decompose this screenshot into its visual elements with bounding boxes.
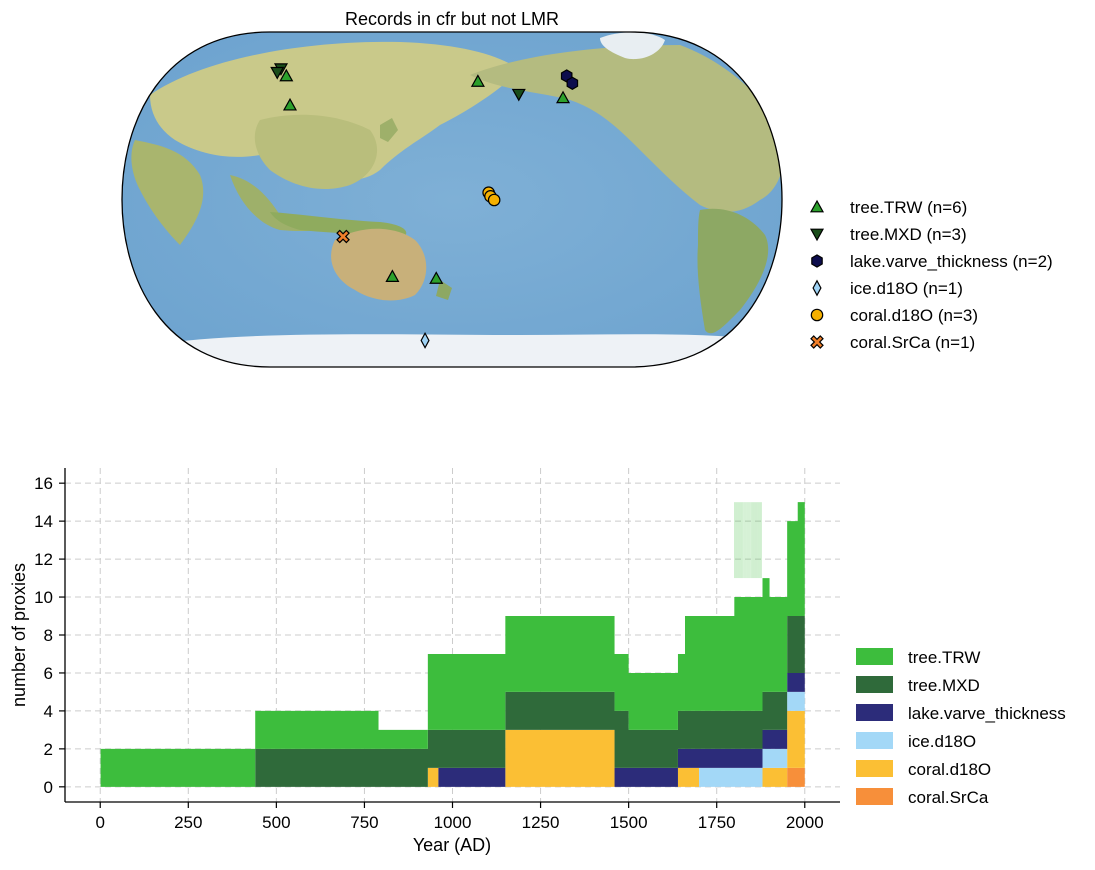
x-tick-label: 2000 bbox=[786, 813, 824, 832]
map-marker-tree-TRW bbox=[470, 74, 485, 87]
chart-legend-label: tree.TRW bbox=[908, 648, 980, 667]
legend-marker-coral-SrCa bbox=[810, 335, 824, 349]
proxy-count-chart: 0 250 500 750 1000 1250 1500 1750 2000 0 2 4 6 8 10 12 1… bbox=[9, 468, 840, 855]
y-tick-label: 6 bbox=[44, 664, 53, 683]
y-tick-label: 0 bbox=[44, 778, 53, 797]
world-map bbox=[121, 31, 783, 368]
legend-marker-ice-d18O bbox=[812, 279, 822, 297]
landmass-australia bbox=[331, 228, 427, 301]
area-coral-SrCa bbox=[787, 767, 805, 787]
map-marker-lake-varve_thickness bbox=[566, 76, 579, 90]
x-tick-label: 500 bbox=[262, 813, 290, 832]
x-tick-label: 1000 bbox=[434, 813, 472, 832]
map-marker-tree-TRW bbox=[429, 271, 444, 284]
chart-legend: tree.TRW tree.MXD lake.varve_thickness ice.… bbox=[856, 648, 1066, 807]
chart-areas bbox=[100, 502, 805, 787]
legend-swatch-coral-d18O bbox=[856, 760, 893, 777]
y-tick-label: 16 bbox=[34, 474, 53, 493]
x-tick-label: 750 bbox=[350, 813, 378, 832]
y-tick-label: 10 bbox=[34, 588, 53, 607]
landmass-china bbox=[254, 114, 378, 190]
landmass-new-zealand bbox=[436, 280, 452, 300]
map-legend-label: coral.d18O (n=3) bbox=[850, 306, 978, 325]
map-marker-tree-TRW bbox=[282, 97, 298, 111]
map-legend-label: coral.SrCa (n=1) bbox=[850, 333, 975, 352]
landmass-south-america bbox=[697, 208, 769, 334]
landmass-india bbox=[131, 140, 204, 245]
x-axis-label: Year (AD) bbox=[413, 835, 491, 855]
map-marker-ice-d18O bbox=[420, 331, 430, 349]
chart-legend-label: tree.MXD bbox=[908, 676, 980, 695]
legend-marker-coral-d18O bbox=[810, 308, 824, 322]
chart-legend-label: coral.d18O bbox=[908, 760, 991, 779]
map-marker-coral-d18O bbox=[487, 193, 501, 207]
area-lake-varve-thickness bbox=[438, 672, 805, 787]
x-tick-label: 250 bbox=[174, 813, 202, 832]
landmass-japan bbox=[380, 118, 398, 142]
chart-axes: 0 250 500 750 1000 1250 1500 1750 2000 0 2 4 6 8 10 12 1… bbox=[34, 468, 840, 832]
legend-swatch-coral-SrCa bbox=[856, 788, 893, 805]
map-legend-label: tree.TRW (n=6) bbox=[850, 198, 967, 217]
legend-swatch-tree-TRW bbox=[856, 648, 893, 665]
legend-marker-tree-TRW bbox=[809, 199, 825, 213]
map-marker-tree-TRW bbox=[279, 68, 294, 82]
y-tick-label: 14 bbox=[34, 512, 53, 531]
landmass-north-america bbox=[470, 45, 782, 212]
map-outline bbox=[121, 31, 783, 368]
chart-legend-label: ice.d18O bbox=[908, 732, 976, 751]
y-tick-label: 2 bbox=[44, 740, 53, 759]
map-marker-coral-SrCa bbox=[336, 229, 350, 244]
legend-swatch-ice-d18O bbox=[856, 732, 893, 749]
legend-marker-lake-varve_thickness bbox=[811, 254, 823, 268]
y-tick-label: 4 bbox=[44, 702, 53, 721]
landmass-greenland bbox=[600, 32, 665, 60]
map-legend: tree.TRW (n=6) tree.MXD (n=3) lake.varve_t… bbox=[809, 198, 1053, 352]
area-tree-TRW bbox=[100, 502, 805, 787]
y-tick-label: 8 bbox=[44, 626, 53, 645]
y-axis-label: number of proxies bbox=[9, 563, 29, 707]
landmass-antarctica bbox=[150, 334, 782, 367]
map-legend-label: lake.varve_thickness (n=2) bbox=[850, 252, 1053, 271]
legend-swatch-tree-MXD bbox=[856, 676, 893, 693]
map-title: Records in cfr but not LMR bbox=[345, 9, 559, 29]
map-marker-tree-TRW bbox=[385, 269, 400, 283]
x-tick-label: 1500 bbox=[610, 813, 648, 832]
landmass-southeast-asia bbox=[230, 175, 340, 232]
landmass-asia bbox=[150, 41, 520, 180]
chart-legend-label: coral.SrCa bbox=[908, 788, 989, 807]
map-marker-tree-TRW bbox=[555, 90, 571, 104]
x-tick-label: 1250 bbox=[522, 813, 560, 832]
map-legend-label: tree.MXD (n=3) bbox=[850, 225, 967, 244]
map-markers bbox=[270, 63, 579, 349]
y-tick-label: 12 bbox=[34, 550, 53, 569]
map-legend-label: ice.d18O (n=1) bbox=[850, 279, 963, 298]
chart-legend-label: lake.varve_thickness bbox=[908, 704, 1066, 723]
x-tick-label: 1750 bbox=[698, 813, 736, 832]
legend-marker-tree-MXD bbox=[809, 228, 825, 242]
x-tick-label: 0 bbox=[95, 813, 104, 832]
legend-swatch-lake-varve-thickness bbox=[856, 704, 893, 721]
map-marker-tree-MXD bbox=[270, 66, 285, 80]
area-ice-d18O bbox=[699, 691, 805, 787]
map-marker-tree-MXD bbox=[511, 88, 526, 102]
area-tree-MXD bbox=[255, 616, 805, 787]
